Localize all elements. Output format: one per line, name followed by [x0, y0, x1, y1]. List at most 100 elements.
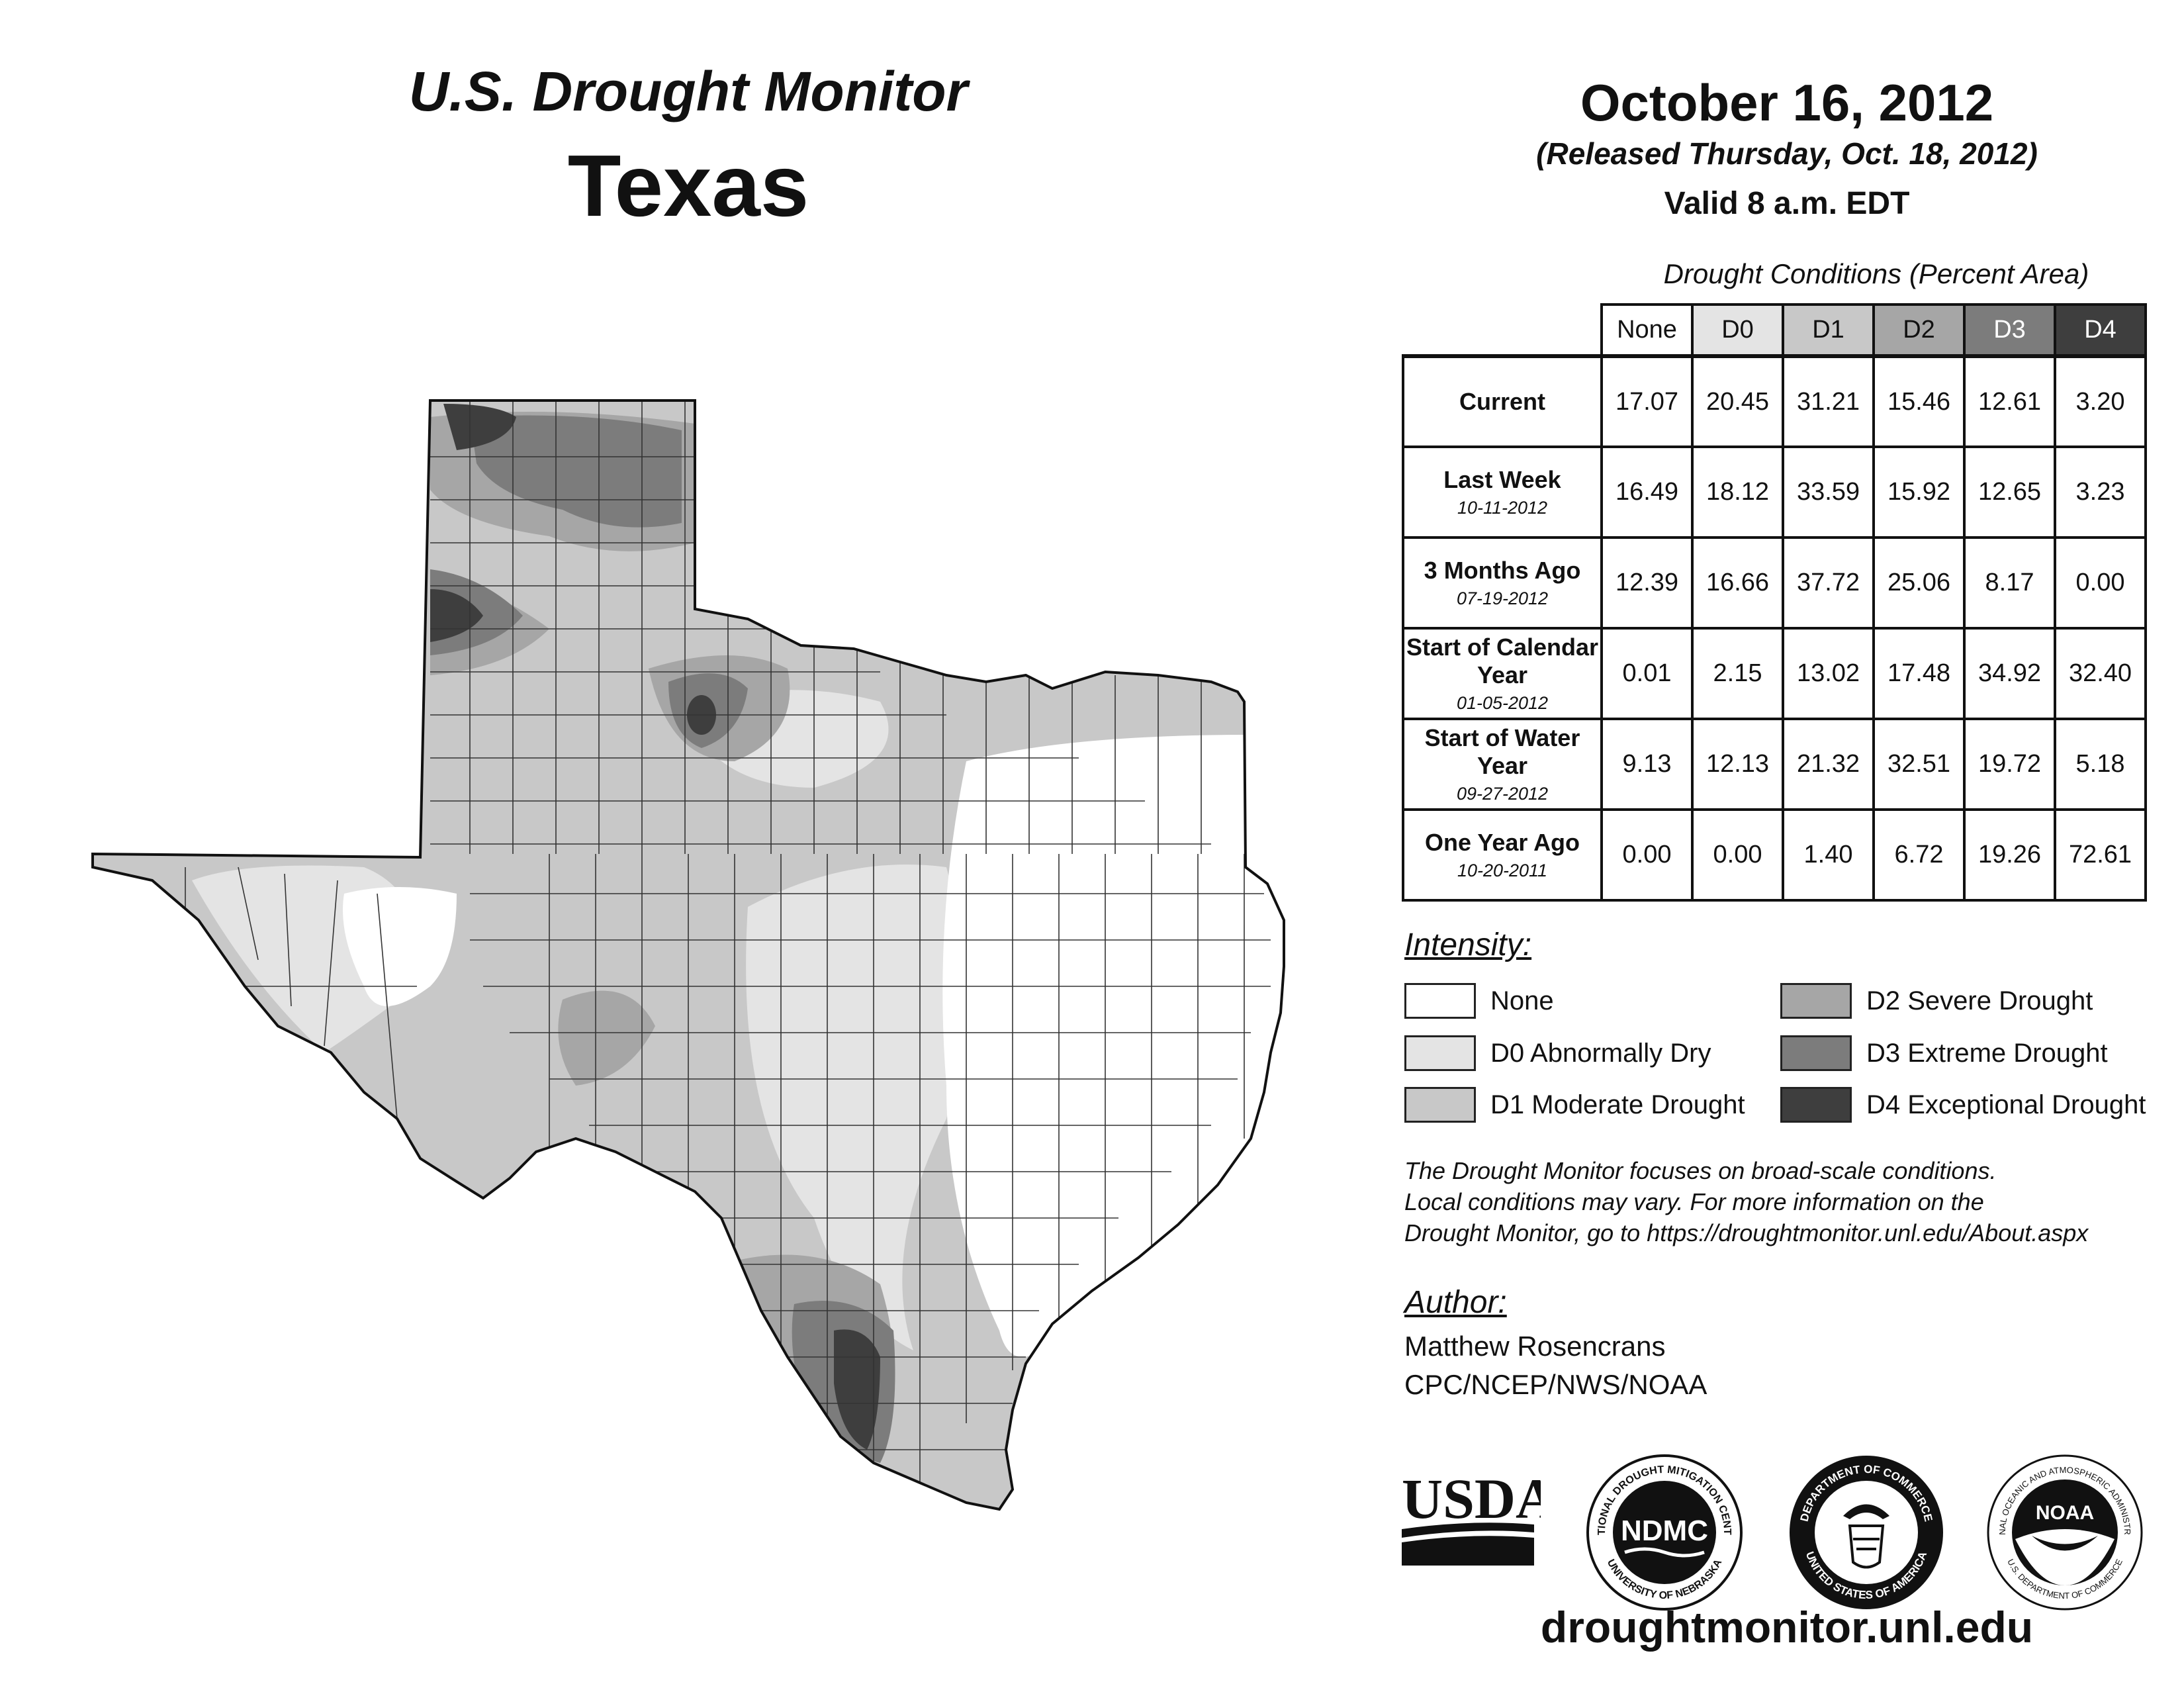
legend-heading: Intensity: — [1404, 927, 1532, 962]
cell-d2: 17.48 — [1872, 627, 1966, 720]
legend-label: D0 Abnormally Dry — [1490, 1038, 1711, 1068]
author-heading: Author: — [1404, 1285, 1507, 1320]
cell-none: 9.13 — [1600, 718, 1694, 811]
noaa-text: NOAA — [2036, 1502, 2094, 1524]
row-date: 10-20-2011 — [1457, 861, 1548, 880]
row-label: 3 Months Ago 07-19-2012 — [1402, 536, 1603, 630]
ndmc-logo: NATIONAL DROUGHT MITIGATION CENTER UNIVE… — [1581, 1444, 1744, 1615]
legend-label: None — [1490, 986, 1554, 1015]
cell-d2: 6.72 — [1872, 808, 1966, 902]
drought-conditions-table: None D0 D1 D2 D3 D4 Current 17.07 20.45 … — [1402, 303, 2147, 902]
cell-d3: 19.26 — [1963, 808, 2056, 902]
none-east — [942, 735, 1284, 1357]
row-label: Current — [1402, 354, 1603, 448]
d2-edwards — [558, 990, 655, 1086]
usda-logo: USDA — [1402, 1466, 1557, 1569]
cell-d4: 3.20 — [2054, 354, 2147, 448]
row-label: Start of Calendar Year 01-05-2012 — [1402, 627, 1603, 720]
row-date: 07-19-2012 — [1456, 588, 1549, 608]
cell-d3: 12.65 — [1963, 445, 2056, 539]
table-corner — [1403, 305, 1602, 356]
cell-d0: 12.13 — [1691, 718, 1784, 811]
legend-label: D2 Severe Drought — [1866, 986, 2093, 1015]
county-lines — [185, 400, 1271, 1489]
valid-time: Valid 8 a.m. EDT — [1664, 186, 1910, 221]
cell-d4: 72.61 — [2054, 808, 2147, 902]
row-date: 01-05-2012 — [1456, 693, 1549, 713]
col-d2: D2 — [1872, 303, 1966, 357]
col-none: None — [1600, 303, 1694, 357]
cell-d2: 32.51 — [1872, 718, 1966, 811]
monitor-title: U.S. Drought Monitor — [408, 60, 968, 122]
table-row: Last Week 10-11-2012 16.49 18.12 33.59 15… — [1402, 445, 2147, 539]
row-label: Last Week 10-11-2012 — [1402, 445, 1603, 539]
cell-d0: 0.00 — [1691, 808, 1784, 902]
map-date: October 16, 2012 — [1580, 73, 1994, 132]
website-url[interactable]: droughtmonitor.unl.edu — [1540, 1603, 2034, 1652]
cell-d1: 21.32 — [1782, 718, 1875, 811]
d4-panhandle-nw — [443, 404, 516, 450]
cell-d2: 25.06 — [1872, 536, 1966, 630]
cell-d1: 33.59 — [1782, 445, 1875, 539]
cell-d0: 2.15 — [1691, 627, 1784, 720]
cell-d3: 34.92 — [1963, 627, 2056, 720]
commerce-seal: DEPARTMENT OF COMMERCE UNITED STATES OF … — [1787, 1453, 1946, 1615]
cell-d1: 31.21 — [1782, 354, 1875, 448]
legend-label: D3 Extreme Drought — [1866, 1038, 2108, 1068]
note-line: Local conditions may vary. For more info… — [1404, 1188, 1984, 1215]
note-line: Drought Monitor, go to https://droughtmo… — [1404, 1219, 2089, 1246]
cell-none: 17.07 — [1600, 354, 1694, 448]
state-title: Texas — [567, 137, 809, 234]
row-label: One Year Ago 10-20-2011 — [1402, 808, 1603, 902]
cell-d1: 13.02 — [1782, 627, 1875, 720]
cell-none: 0.01 — [1600, 627, 1694, 720]
legend-item-d2: D2 Severe Drought — [1780, 983, 2093, 1019]
cell-d3: 8.17 — [1963, 536, 2056, 630]
col-d0: D0 — [1691, 303, 1784, 357]
legend-swatch — [1404, 1087, 1476, 1123]
author-name: Matthew Rosencrans — [1404, 1331, 1666, 1362]
cell-d4: 32.40 — [2054, 627, 2147, 720]
legend-swatch — [1780, 983, 1852, 1019]
author-org: CPC/NCEP/NWS/NOAA — [1404, 1369, 1707, 1400]
cell-none: 16.49 — [1600, 445, 1694, 539]
legend-swatch — [1780, 1035, 1852, 1071]
row-date: 09-27-2012 — [1456, 784, 1549, 804]
legend-item-d1: D1 Moderate Drought — [1404, 1087, 1745, 1123]
cell-d1: 1.40 — [1782, 808, 1875, 902]
row-date: 10-11-2012 — [1457, 498, 1548, 518]
legend-swatch — [1404, 983, 1476, 1019]
ndmc-text: NDMC — [1621, 1515, 1708, 1547]
legend-swatch — [1780, 1087, 1852, 1123]
table-row: Start of Calendar Year 01-05-2012 0.01 2.… — [1402, 627, 2147, 720]
usda-text: USDA — [1402, 1467, 1541, 1530]
legend-swatch — [1404, 1035, 1476, 1071]
cell-d2: 15.46 — [1872, 354, 1966, 448]
cell-d3: 12.61 — [1963, 354, 2056, 448]
cell-d0: 20.45 — [1691, 354, 1784, 448]
col-d3: D3 — [1963, 303, 2056, 357]
none-bigbend — [343, 887, 457, 1006]
table-caption: Drought Conditions (Percent Area) — [1663, 258, 2089, 289]
cell-d3: 19.72 — [1963, 718, 2056, 811]
col-d4: D4 — [2054, 303, 2147, 357]
legend-label: D1 Moderate Drought — [1490, 1090, 1745, 1119]
cell-d4: 5.18 — [2054, 718, 2147, 811]
legend-item-d4: D4 Exceptional Drought — [1780, 1087, 2146, 1123]
d4-south-texas — [834, 1329, 880, 1450]
release-date: (Released Thursday, Oct. 18, 2012) — [1536, 136, 2038, 171]
legend-item-none: None — [1404, 983, 1554, 1019]
cell-d0: 16.66 — [1691, 536, 1784, 630]
cell-none: 12.39 — [1600, 536, 1694, 630]
disclaimer-note: The Drought Monitor focuses on broad-sca… — [1404, 1155, 2165, 1248]
table-row: 3 Months Ago 07-19-2012 12.39 16.66 37.72… — [1402, 536, 2147, 630]
cell-d4: 3.23 — [2054, 445, 2147, 539]
legend-item-d0: D0 Abnormally Dry — [1404, 1035, 1711, 1071]
cell-d0: 18.12 — [1691, 445, 1784, 539]
cell-d2: 15.92 — [1872, 445, 1966, 539]
row-label: Start of Water Year 09-27-2012 — [1402, 718, 1603, 811]
legend-label: D4 Exceptional Drought — [1866, 1090, 2146, 1119]
texas-drought-map — [86, 391, 1304, 1542]
note-line: The Drought Monitor focuses on broad-sca… — [1404, 1157, 1997, 1184]
legend-item-d3: D3 Extreme Drought — [1780, 1035, 2108, 1071]
